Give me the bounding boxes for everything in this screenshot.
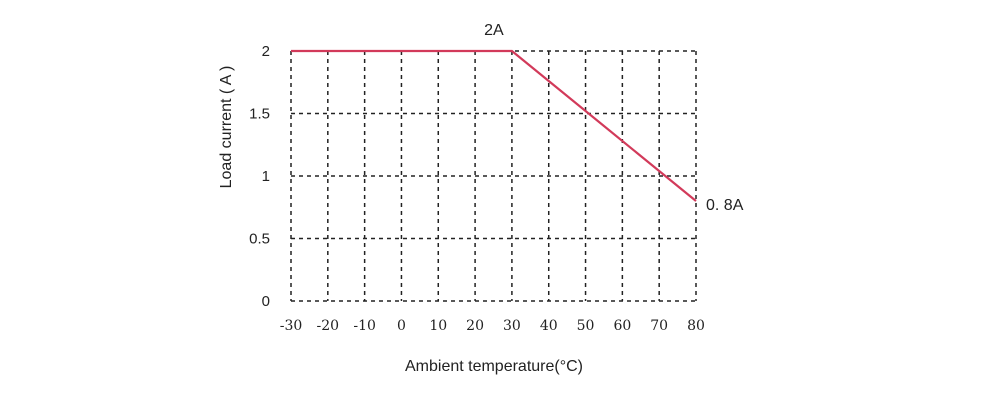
x-tick-label: 30 (503, 318, 521, 334)
y-tick-label: 1 (262, 168, 270, 185)
x-tick-label: -20 (317, 318, 340, 334)
y-axis-title: Load current ( A ) (218, 66, 235, 189)
x-tick-label: 20 (466, 318, 484, 334)
y-tick-label: 1.5 (249, 106, 270, 123)
y-tick-label: 2 (262, 43, 270, 60)
x-tick-label: 80 (687, 318, 705, 334)
x-tick-label: -30 (280, 318, 303, 334)
y-axis-ticks: 0 0.5 1 1.5 2 (249, 43, 270, 310)
series-layer (291, 49, 697, 202)
x-tick-label: 60 (613, 318, 631, 334)
x-tick-label: 0 (397, 318, 406, 334)
y-tick-label: 0.5 (249, 231, 270, 248)
x-tick-label: 40 (540, 318, 558, 334)
series-line (291, 49, 697, 202)
x-axis-title: Ambient temperature(°C) (405, 358, 583, 375)
data-annotation: 2A (484, 22, 504, 39)
x-tick-label: -10 (353, 318, 376, 334)
y-tick-label: 0 (262, 293, 270, 310)
data-annotation: 0. 8A (706, 197, 744, 214)
x-tick-label: 50 (577, 318, 595, 334)
annotations: 2A 0. 8A (484, 22, 744, 214)
grid (290, 50, 697, 302)
x-tick-label: 70 (650, 318, 668, 334)
x-axis-ticks: -30 -20 -10 0 10 20 30 40 50 60 70 80 (280, 318, 705, 334)
x-tick-label: 10 (429, 318, 447, 334)
